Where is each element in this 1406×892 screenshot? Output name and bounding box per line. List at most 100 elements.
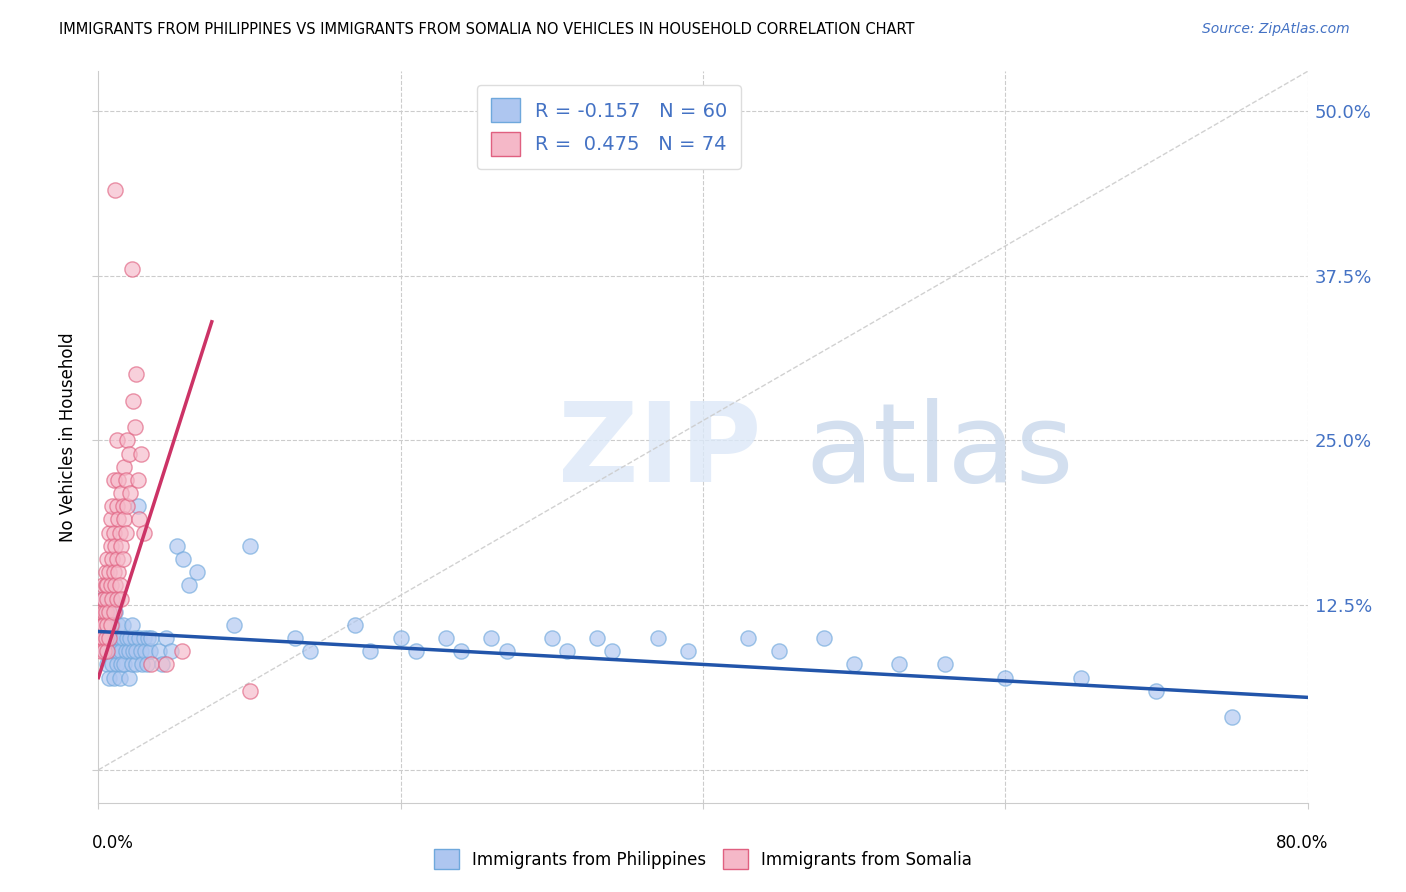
Point [93, 591, 115, 606]
Point [110, 539, 132, 553]
Point [114, 473, 136, 487]
Point [111, 500, 134, 514]
Point [98, 631, 121, 645]
Point [112, 657, 135, 672]
Point [111, 618, 134, 632]
Point [121, 262, 143, 277]
Point [105, 591, 128, 606]
Point [141, 631, 163, 645]
Legend: Immigrants from Philippines, Immigrants from Somalia: Immigrants from Philippines, Immigrants … [423, 838, 983, 880]
Point [170, 644, 193, 658]
Point [115, 434, 138, 448]
Point [299, 644, 322, 658]
Point [105, 657, 128, 672]
Point [405, 644, 427, 658]
Point [114, 644, 136, 658]
Point [98, 525, 121, 540]
Point [103, 473, 125, 487]
Y-axis label: No Vehicles in Household: No Vehicles in Household [59, 332, 77, 542]
Point [98, 565, 121, 579]
Point [93, 605, 115, 619]
Point [129, 644, 152, 658]
Point [96, 605, 118, 619]
Point [813, 631, 835, 645]
Point [134, 644, 156, 658]
Point [100, 539, 122, 553]
Point [103, 525, 125, 540]
Point [586, 631, 609, 645]
Point [96, 578, 118, 592]
Point [125, 368, 148, 382]
Point [100, 512, 122, 526]
Point [100, 578, 122, 592]
Point [122, 393, 145, 408]
Text: IMMIGRANTS FROM PHILIPPINES VS IMMIGRANTS FROM SOMALIA NO VEHICLES IN HOUSEHOLD : IMMIGRANTS FROM PHILIPPINES VS IMMIGRANT… [59, 22, 914, 37]
Point [124, 420, 146, 434]
Point [179, 578, 201, 592]
Point [934, 657, 956, 672]
Point [105, 631, 128, 645]
Point [94, 605, 117, 619]
Point [122, 644, 145, 658]
Point [495, 644, 517, 658]
Point [120, 631, 142, 645]
Point [166, 539, 188, 553]
Point [98, 631, 121, 645]
Point [1144, 683, 1167, 698]
Point [131, 657, 153, 672]
Point [647, 631, 669, 645]
Point [125, 644, 148, 658]
Point [239, 539, 262, 553]
Point [120, 486, 142, 500]
Point [98, 605, 121, 619]
Point [994, 671, 1017, 685]
Point [101, 657, 124, 672]
Point [284, 631, 307, 645]
Point [128, 512, 150, 526]
Point [110, 486, 132, 500]
Point [101, 500, 124, 514]
Point [127, 500, 149, 514]
Point [115, 500, 138, 514]
Point [89, 618, 111, 632]
Point [96, 618, 118, 632]
Point [172, 552, 194, 566]
Point [105, 552, 128, 566]
Text: ZIP: ZIP [558, 398, 761, 505]
Point [94, 631, 117, 645]
Point [110, 657, 132, 672]
Point [104, 644, 127, 658]
Point [93, 618, 115, 632]
Point [91, 631, 114, 645]
Point [107, 644, 129, 658]
Point [105, 500, 128, 514]
Point [90, 644, 112, 658]
Text: 0.0%: 0.0% [91, 834, 134, 852]
Point [93, 631, 115, 645]
Point [94, 644, 117, 658]
Point [104, 539, 127, 553]
Point [107, 512, 129, 526]
Point [96, 657, 118, 672]
Point [108, 578, 131, 592]
Point [129, 446, 152, 460]
Point [125, 657, 148, 672]
Point [91, 578, 114, 592]
Point [94, 565, 117, 579]
Point [107, 565, 129, 579]
Point [135, 657, 157, 672]
Point [540, 631, 562, 645]
Point [104, 605, 127, 619]
Point [103, 671, 125, 685]
Point [128, 631, 150, 645]
Point [676, 644, 699, 658]
Point [141, 657, 163, 672]
Point [111, 631, 134, 645]
Point [89, 631, 111, 645]
Point [344, 618, 367, 632]
Point [118, 644, 141, 658]
Point [101, 591, 124, 606]
Point [139, 644, 162, 658]
Point [155, 631, 177, 645]
Point [94, 618, 117, 632]
